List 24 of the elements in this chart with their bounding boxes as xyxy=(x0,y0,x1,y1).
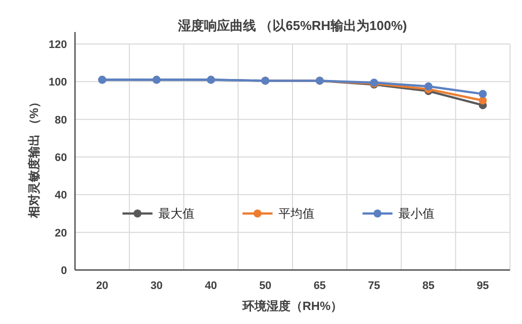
x-tick-label: 75 xyxy=(368,280,380,292)
x-tick-label: 20 xyxy=(96,280,108,292)
point xyxy=(424,82,432,90)
point xyxy=(478,90,487,98)
y-axis-title: 相对灵敏度输出 （%） xyxy=(27,96,41,220)
y-tick-label: 120 xyxy=(48,39,67,51)
y-tick-label: 0 xyxy=(60,265,67,277)
x-tick-label: 50 xyxy=(259,280,272,292)
y-tick-label: 80 xyxy=(54,114,67,126)
x-tick-label: 95 xyxy=(476,280,489,292)
chart-title: 湿度响应曲线 （以65%RH输出为100%) xyxy=(177,18,407,33)
x-tick-label: 65 xyxy=(314,280,326,292)
y-tick-label: 20 xyxy=(54,227,67,240)
legend-label: 最小值 xyxy=(398,206,434,220)
y-tick-label: 60 xyxy=(54,152,67,164)
y-tick-label: 40 xyxy=(54,190,67,202)
y-tick-label: 100 xyxy=(48,76,67,89)
x-tick-label: 85 xyxy=(422,280,435,292)
x-axis-title: 环境湿度（RH%） xyxy=(241,299,343,313)
x-tick-label: 40 xyxy=(204,280,218,292)
x-tick-label: 30 xyxy=(150,280,163,292)
legend-label: 平均值 xyxy=(278,206,314,220)
point xyxy=(478,96,487,104)
legend-label: 最大值 xyxy=(158,206,194,220)
